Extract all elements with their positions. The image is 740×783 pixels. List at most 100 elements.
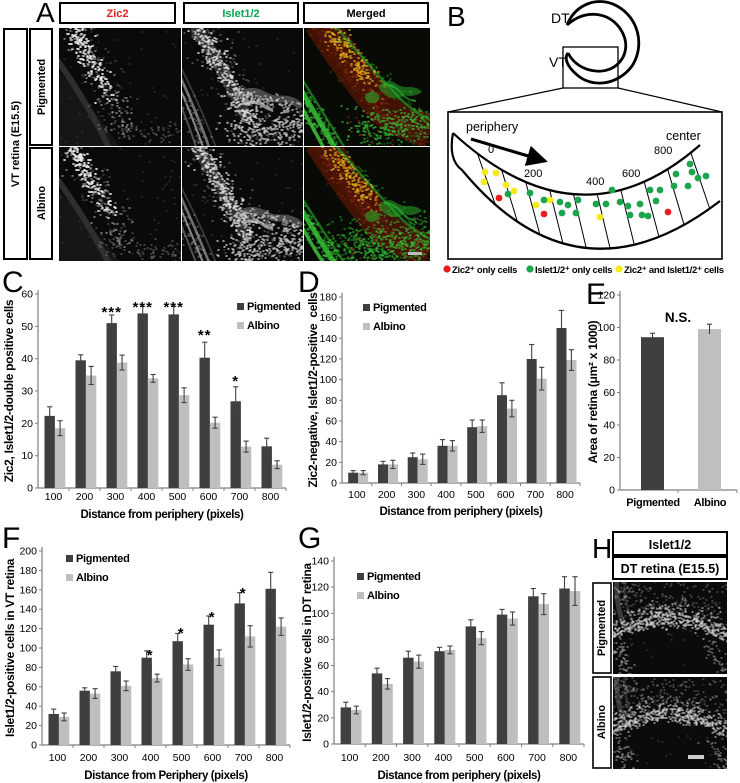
svg-text:80: 80 xyxy=(317,634,329,646)
svg-text:DT: DT xyxy=(551,10,570,26)
svg-text:B: B xyxy=(447,1,466,32)
svg-text:100: 100 xyxy=(49,752,67,764)
svg-text:700: 700 xyxy=(231,491,249,503)
svg-text:100: 100 xyxy=(597,322,615,334)
svg-text:20: 20 xyxy=(317,712,329,724)
svg-text:800: 800 xyxy=(262,491,280,503)
svg-text:800: 800 xyxy=(266,752,284,764)
svg-text:120: 120 xyxy=(19,623,37,635)
svg-text:20: 20 xyxy=(21,418,33,430)
svg-text:500: 500 xyxy=(169,491,187,503)
svg-text:300: 300 xyxy=(111,752,129,764)
svg-text:60: 60 xyxy=(603,387,615,399)
svg-text:D: D xyxy=(298,266,320,299)
svg-text:Merged: Merged xyxy=(346,8,385,20)
svg-text:Pigmented: Pigmented xyxy=(367,571,421,583)
svg-text:400: 400 xyxy=(142,752,160,764)
svg-text:50: 50 xyxy=(21,321,33,333)
svg-text:*: * xyxy=(209,609,216,626)
svg-text:20: 20 xyxy=(603,452,615,464)
svg-text:140: 140 xyxy=(319,333,337,345)
svg-text:***: *** xyxy=(132,299,153,316)
svg-text:Islet1/2⁺ only cells: Islet1/2⁺ only cells xyxy=(535,265,612,276)
svg-text:160: 160 xyxy=(319,312,337,324)
svg-text:Islet1/2: Islet1/2 xyxy=(649,538,691,552)
svg-text:Distance from periphery (pixel: Distance from periphery (pixels) xyxy=(378,770,542,782)
svg-text:80: 80 xyxy=(25,662,37,674)
svg-text:Pigmented: Pigmented xyxy=(36,59,48,115)
svg-text:***: *** xyxy=(163,299,184,316)
svg-text:40: 40 xyxy=(317,686,329,698)
svg-text:DT retina (E15.5): DT retina (E15.5) xyxy=(621,562,720,576)
svg-text:600: 600 xyxy=(497,752,515,764)
svg-text:0: 0 xyxy=(27,483,33,495)
svg-text:Islet1/2: Islet1/2 xyxy=(222,8,259,20)
svg-text:200: 200 xyxy=(372,752,390,764)
svg-text:H: H xyxy=(592,533,612,564)
svg-text:20: 20 xyxy=(25,720,37,732)
svg-text:Islet1/2-positive cells in DT: Islet1/2-positive cells in DT retina xyxy=(300,563,314,742)
svg-text:*: * xyxy=(232,373,239,390)
svg-text:Albino: Albino xyxy=(367,590,400,602)
svg-text:Islet1/2-positive cells in VT: Islet1/2-positive cells in VT retina xyxy=(3,558,17,737)
svg-text:Zic2: Zic2 xyxy=(106,8,128,20)
svg-text:200: 200 xyxy=(378,489,396,501)
svg-text:80: 80 xyxy=(603,355,615,367)
svg-text:0: 0 xyxy=(488,144,494,156)
svg-text:400: 400 xyxy=(435,752,453,764)
svg-text:Albino: Albino xyxy=(596,705,608,739)
svg-text:*: * xyxy=(147,647,154,664)
svg-text:100: 100 xyxy=(341,752,359,764)
svg-text:160: 160 xyxy=(19,584,37,596)
svg-text:180: 180 xyxy=(19,565,37,577)
svg-text:***: *** xyxy=(101,304,122,321)
svg-text:G: G xyxy=(298,522,321,555)
svg-text:Zic2-negative, Islet1/2-positi: Zic2-negative, Islet1/2-positive cells xyxy=(306,292,320,488)
svg-text:600: 600 xyxy=(200,491,218,503)
svg-text:Distance from periphery (pixel: Distance from periphery (pixels) xyxy=(81,509,245,521)
svg-text:400: 400 xyxy=(586,176,604,188)
svg-text:100: 100 xyxy=(19,643,37,655)
svg-text:140: 140 xyxy=(311,556,329,568)
svg-text:700: 700 xyxy=(527,489,545,501)
svg-text:**: ** xyxy=(198,327,212,344)
svg-text:Zic2, Islet1/2-double positive: Zic2, Islet1/2-double positive cells xyxy=(2,299,16,482)
svg-text:Distance from Periphery (pixel: Distance from Periphery (pixels) xyxy=(84,770,248,782)
svg-text:500: 500 xyxy=(467,489,485,501)
svg-text:180: 180 xyxy=(319,292,337,304)
svg-text:Albino: Albino xyxy=(373,321,406,333)
svg-text:40: 40 xyxy=(603,420,615,432)
svg-text:200: 200 xyxy=(19,546,37,558)
svg-text:200: 200 xyxy=(76,491,94,503)
svg-text:10: 10 xyxy=(21,450,33,462)
svg-text:100: 100 xyxy=(319,374,337,386)
svg-text:E: E xyxy=(586,278,606,311)
svg-text:100: 100 xyxy=(45,491,63,503)
svg-text:Area of retina (μm² x 1000): Area of retina (μm² x 1000) xyxy=(586,320,600,463)
svg-text:700: 700 xyxy=(235,752,253,764)
svg-text:Pigmented: Pigmented xyxy=(373,302,427,314)
svg-text:Pigmented: Pigmented xyxy=(76,553,130,565)
svg-text:600: 600 xyxy=(204,752,222,764)
svg-text:Zic2⁺ and Islet1/2⁺ cells: Zic2⁺ and Islet1/2⁺ cells xyxy=(624,265,724,276)
svg-text:*: * xyxy=(240,585,247,602)
svg-text:60: 60 xyxy=(25,681,37,693)
svg-text:60: 60 xyxy=(317,660,329,672)
svg-text:periphery: periphery xyxy=(466,120,519,134)
svg-text:C: C xyxy=(2,266,24,299)
svg-text:center: center xyxy=(666,129,701,143)
svg-text:Albino: Albino xyxy=(76,572,109,584)
svg-text:300: 300 xyxy=(107,491,125,503)
svg-text:120: 120 xyxy=(319,354,337,366)
svg-text:800: 800 xyxy=(556,489,574,501)
svg-text:30: 30 xyxy=(21,386,33,398)
svg-text:0: 0 xyxy=(331,478,337,490)
svg-text:*: * xyxy=(178,625,185,642)
svg-text:700: 700 xyxy=(528,752,546,764)
svg-text:200: 200 xyxy=(524,168,542,180)
svg-text:800: 800 xyxy=(560,752,578,764)
svg-text:40: 40 xyxy=(325,436,337,448)
svg-text:500: 500 xyxy=(173,752,191,764)
svg-text:N.S.: N.S. xyxy=(665,310,691,325)
svg-text:0: 0 xyxy=(31,740,37,752)
